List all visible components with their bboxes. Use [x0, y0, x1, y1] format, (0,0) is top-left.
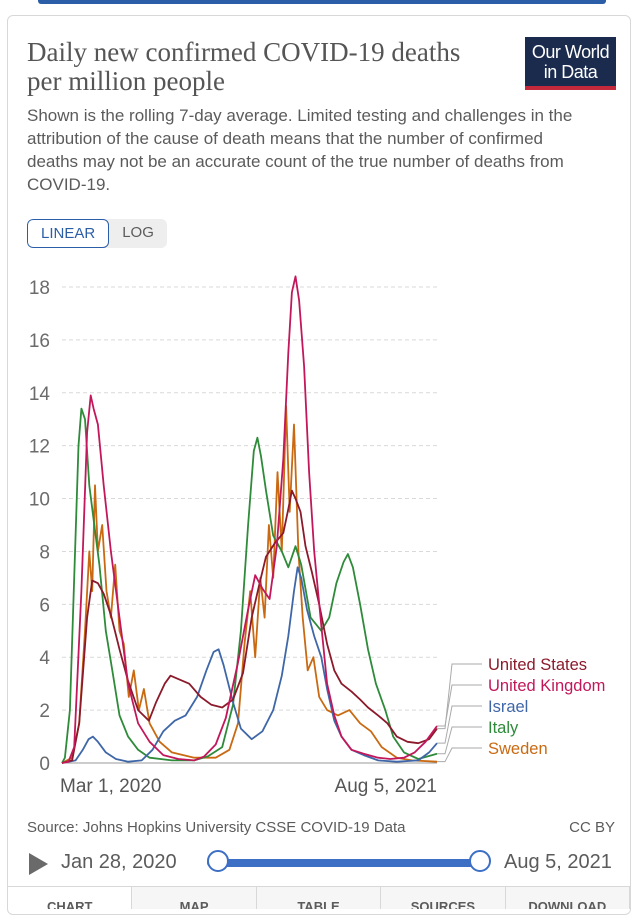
tab-download[interactable]: DOWNLOAD [505, 887, 631, 909]
legend-connector [437, 747, 482, 763]
legend-label: United States [488, 656, 587, 674]
y-tick-label: 8 [39, 542, 50, 563]
legend-connector [437, 726, 482, 755]
timeline-track[interactable] [207, 859, 480, 867]
legend-label: Italy [488, 719, 519, 737]
owid-logo[interactable]: Our World in Data [525, 37, 616, 90]
timeline-end-date: Aug 5, 2021 [504, 851, 612, 873]
series-line-united-states [61, 489, 438, 764]
y-tick-label: 2 [39, 701, 50, 722]
y-tick-label: 14 [29, 384, 51, 405]
source-note[interactable]: Source: Johns Hopkins University CSSE CO… [27, 819, 406, 836]
chart-title: Daily new confirmed COVID-19 deaths per … [27, 37, 461, 96]
legend-connector [437, 705, 482, 744]
y-tick-label: 18 [29, 278, 50, 299]
play-icon[interactable] [29, 853, 48, 875]
linear-scale-button[interactable]: LINEAR [27, 219, 110, 248]
legend-label: United Kingdom [488, 677, 605, 695]
scale-toggle: LINEAR LOG [27, 219, 167, 248]
line-chart: 0 2 4 6 8 10 12 14 16 18 Mar 1, 2020 Aug 5, 2021 Uni… [29, 275, 605, 797]
timeline: Jan 28, 2020 Aug 5, 2021 [27, 846, 617, 880]
x-tick-label: Aug 5, 2021 [335, 776, 437, 797]
y-tick-label: 16 [29, 331, 50, 352]
y-tick-label: 0 [39, 754, 50, 775]
timeline-start-date: Jan 28, 2020 [61, 851, 177, 873]
legend-connector [437, 663, 482, 730]
x-tick-label: Mar 1, 2020 [60, 776, 161, 797]
series-line-united-kingdom [61, 275, 438, 764]
license-label[interactable]: CC BY [569, 819, 615, 836]
tab-chart[interactable]: CHART [8, 887, 133, 909]
tab-bar: CHART MAP TABLE SOURCES DOWNLOAD [8, 886, 631, 909]
legend-label: Israel [488, 698, 528, 716]
series-line-sweden [61, 405, 438, 764]
series-line-italy [61, 407, 438, 764]
timeline-start-handle[interactable] [207, 850, 229, 872]
logo-line-2: in Data [543, 62, 598, 82]
y-tick-label: 4 [39, 648, 50, 669]
tab-table[interactable]: TABLE [256, 887, 382, 909]
top-bar [38, 0, 606, 4]
legend-connector [437, 684, 482, 727]
y-tick-label: 6 [39, 595, 50, 616]
timeline-end-handle[interactable] [469, 850, 491, 872]
logo-accent [525, 86, 616, 90]
chart-card [7, 15, 631, 915]
tab-sources[interactable]: SOURCES [381, 887, 506, 909]
log-scale-button[interactable]: LOG [122, 224, 154, 241]
tab-map[interactable]: MAP [132, 887, 257, 909]
y-tick-label: 10 [29, 490, 50, 511]
legend-label: Sweden [488, 740, 548, 758]
chart-subtitle: Shown is the rolling 7-day average. Limi… [27, 106, 573, 194]
logo-line-1: Our World [531, 42, 610, 62]
y-tick-label: 12 [29, 437, 50, 458]
